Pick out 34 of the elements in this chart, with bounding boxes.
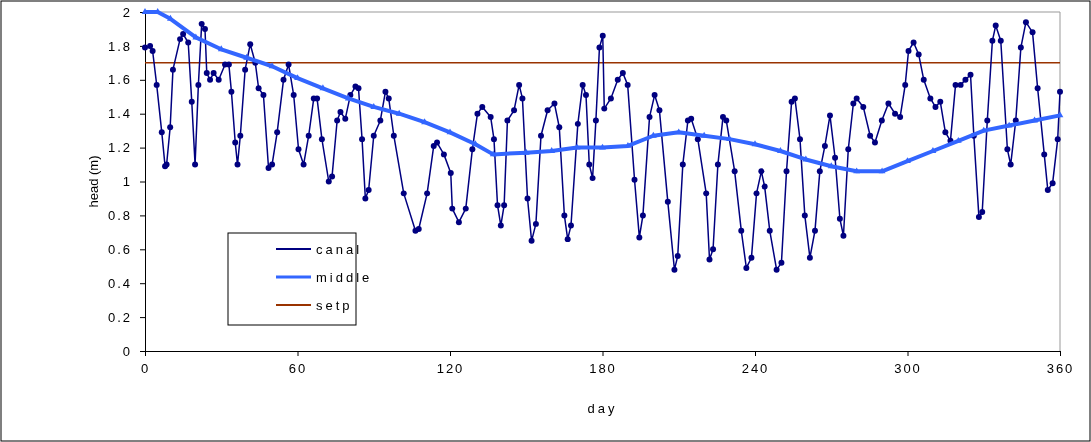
legend-label: setp [316, 298, 353, 313]
y-tick-label: 1.4 [107, 106, 132, 122]
point [522, 148, 530, 155]
x-tick-label: 300 [894, 361, 922, 377]
x-tick-label: 180 [589, 361, 617, 377]
x-tick-label: 240 [741, 361, 770, 377]
y-tick-label: 0.2 [107, 309, 132, 325]
y-tick-label: 0.8 [107, 208, 132, 224]
point [1056, 111, 1064, 118]
y-tick-label: 0.6 [107, 241, 132, 257]
y-tick-label: 1.2 [107, 140, 132, 156]
x-axis-title: day [587, 401, 618, 416]
x-tick-label: 0 [140, 361, 151, 377]
point [489, 150, 497, 157]
y-tick-label: 0.4 [107, 275, 132, 291]
point [878, 167, 886, 174]
point [675, 128, 683, 135]
y-tick-label: 0 [122, 343, 132, 359]
x-tick-label: 360 [1046, 361, 1075, 377]
point [167, 14, 174, 21]
point [853, 167, 861, 174]
y-tick-label: 1.6 [107, 72, 132, 88]
legend-label: canal [316, 242, 363, 257]
y-axis-title: head (m) [86, 155, 101, 208]
legend-label: middle [316, 270, 373, 285]
x-tick-label: 120 [436, 361, 465, 377]
point [599, 143, 606, 150]
y-tick-label: 1.8 [107, 38, 132, 54]
point [827, 162, 835, 169]
x-tick-label: 60 [288, 361, 308, 377]
point [472, 140, 479, 147]
y-tick-label: 2 [122, 4, 132, 20]
point [573, 143, 581, 150]
y-tick-label: 1 [122, 174, 132, 190]
